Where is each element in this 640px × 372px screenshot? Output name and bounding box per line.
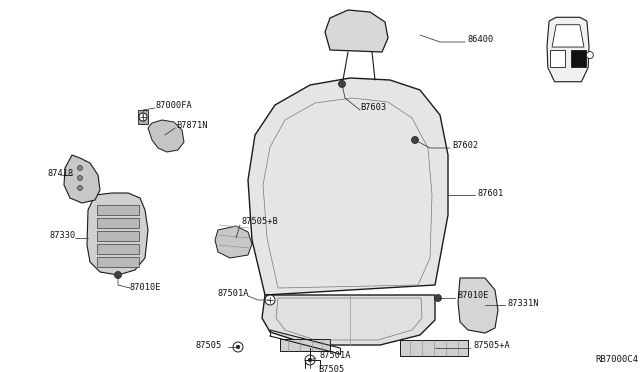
Circle shape [339,80,346,87]
FancyBboxPatch shape [97,218,139,228]
Text: 87010E: 87010E [457,292,488,301]
Text: 87505+A: 87505+A [473,341,509,350]
Circle shape [308,358,312,362]
Circle shape [233,342,243,352]
Text: B7603: B7603 [360,103,387,112]
Polygon shape [148,120,184,152]
Circle shape [77,176,83,180]
Polygon shape [64,155,100,203]
Polygon shape [262,295,435,345]
FancyBboxPatch shape [97,231,139,241]
Polygon shape [215,226,252,258]
FancyBboxPatch shape [138,110,148,124]
Text: 86400: 86400 [468,35,494,45]
Text: 87010E: 87010E [130,283,161,292]
FancyBboxPatch shape [97,257,139,267]
Text: 87330: 87330 [50,231,76,241]
Polygon shape [87,193,148,275]
Text: 87505+B: 87505+B [242,218,279,227]
FancyBboxPatch shape [570,49,586,67]
Text: B7602: B7602 [452,141,478,151]
Polygon shape [325,10,388,52]
Text: 87501A: 87501A [320,352,351,360]
FancyBboxPatch shape [97,244,139,254]
Circle shape [435,295,442,301]
Circle shape [77,166,83,170]
Circle shape [305,355,315,365]
FancyBboxPatch shape [400,340,468,356]
Polygon shape [552,25,584,47]
Circle shape [77,186,83,190]
Circle shape [412,137,419,144]
FancyBboxPatch shape [550,49,566,67]
Circle shape [139,113,147,121]
Polygon shape [458,278,498,333]
FancyBboxPatch shape [280,339,330,351]
Polygon shape [547,17,589,82]
Text: B7871N: B7871N [176,122,207,131]
FancyBboxPatch shape [97,205,139,215]
Text: 87505: 87505 [196,340,222,350]
Text: 87331N: 87331N [507,299,538,308]
Text: 87000FA: 87000FA [156,100,193,109]
Text: B7505: B7505 [318,365,344,372]
Text: RB7000C4: RB7000C4 [595,356,638,365]
Text: 87501A: 87501A [218,289,250,298]
Circle shape [265,295,275,305]
Text: 87601: 87601 [477,189,503,198]
Polygon shape [248,78,448,295]
Circle shape [236,345,240,349]
Circle shape [115,272,122,279]
Text: 87418: 87418 [47,169,73,177]
Circle shape [586,52,593,59]
